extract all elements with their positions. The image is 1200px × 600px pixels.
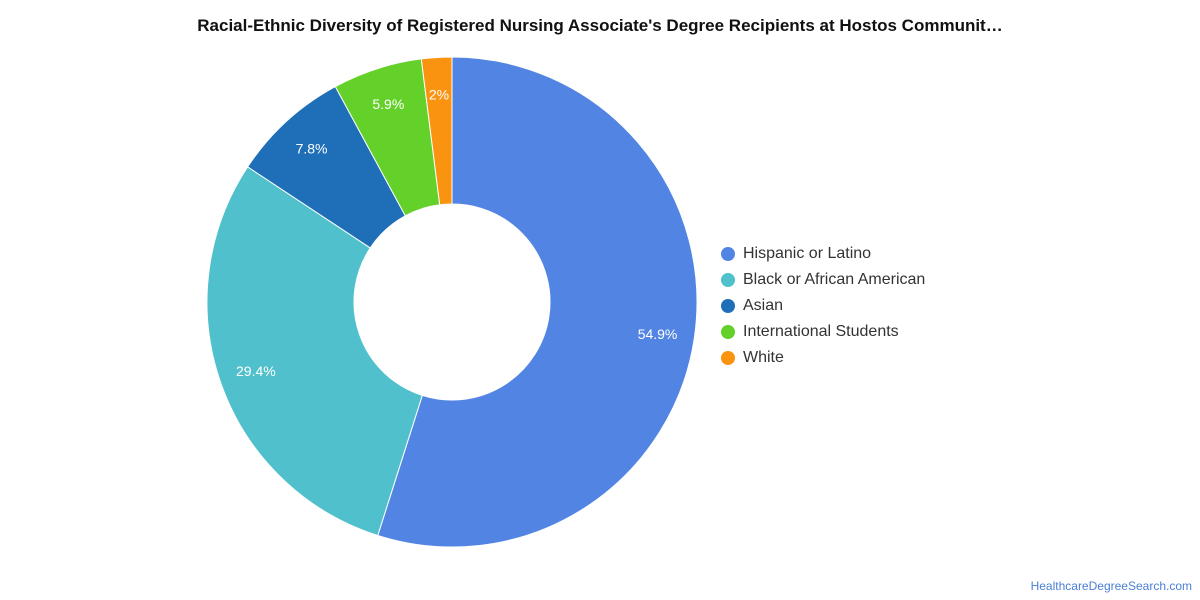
legend-swatch xyxy=(721,247,735,261)
legend-item-hispanic-or-latino[interactable]: Hispanic or Latino xyxy=(721,241,925,267)
legend-label: International Students xyxy=(743,323,899,340)
data-label-white: 2% xyxy=(429,86,449,102)
legend-label: Asian xyxy=(743,297,784,314)
chart-title: Racial-Ethnic Diversity of Registered Nu… xyxy=(197,16,1003,35)
slice-white[interactable] xyxy=(420,56,453,206)
legend-swatch xyxy=(721,273,735,287)
slice-hispanic-or-latino[interactable] xyxy=(377,56,698,548)
chart-legend: Hispanic or Latino Black or African Ameri… xyxy=(721,241,925,371)
legend-label: Hispanic or Latino xyxy=(743,245,872,262)
legend-item-black-or-african-american[interactable]: Black or African American xyxy=(721,267,925,293)
legend-item-asian[interactable]: Asian xyxy=(721,293,925,319)
legend-item-international-students[interactable]: International Students xyxy=(721,319,925,345)
legend-swatch xyxy=(721,299,735,313)
data-label-international-students: 5.9% xyxy=(372,96,404,112)
legend-swatch xyxy=(721,351,735,365)
legend-item-white[interactable]: White xyxy=(721,345,925,371)
data-label-black-or-african-american: 29.4% xyxy=(236,363,276,379)
data-label-hispanic-or-latino: 54.9% xyxy=(638,326,678,342)
source-link[interactable]: HealthcareDegreeSearch.com xyxy=(1030,579,1192,593)
legend-label: White xyxy=(743,349,784,366)
slice-black-or-african-american[interactable] xyxy=(206,166,423,537)
legend-label: Black or African American xyxy=(743,271,926,288)
data-label-asian: 7.8% xyxy=(296,141,328,157)
legend-swatch xyxy=(721,325,735,339)
